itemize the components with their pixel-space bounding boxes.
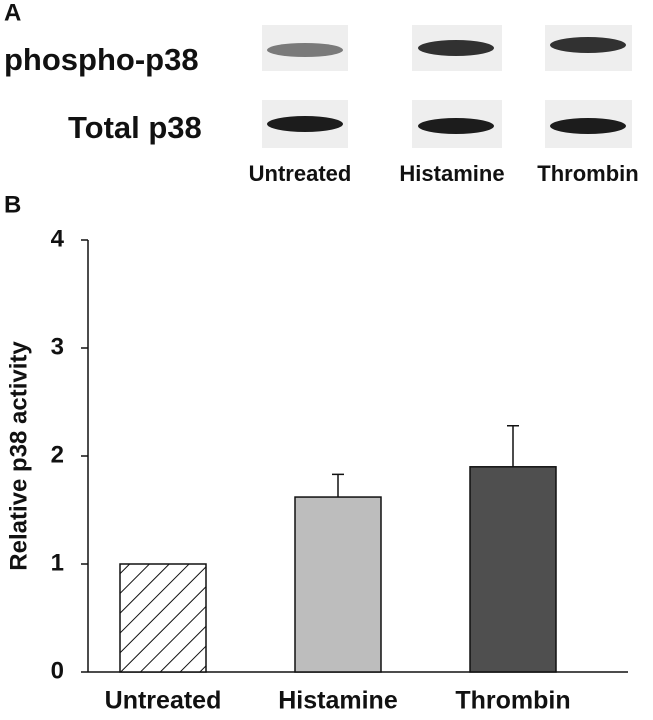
lane-label: Histamine [399, 161, 504, 186]
y-axis-title: Relative p38 activity [5, 341, 32, 571]
error-bar [332, 473, 344, 498]
y-tick-label: 1 [51, 549, 64, 576]
error-bar [507, 425, 519, 467]
bar [469, 466, 557, 673]
bar [294, 496, 382, 673]
x-tick-label: Thrombin [455, 687, 570, 715]
bar [119, 563, 207, 673]
y-tick-label: 2 [51, 441, 64, 468]
x-tick-label: Untreated [105, 687, 222, 715]
panel-label: B [4, 191, 21, 218]
panel-label: A [4, 0, 21, 26]
y-tick-label: 3 [51, 333, 64, 360]
lane-label: Untreated [249, 161, 352, 186]
blot-images [262, 25, 632, 148]
x-tick-label: Histamine [278, 687, 398, 715]
row-label: Total p38 [68, 110, 202, 145]
row-label: phospho-p38 [4, 42, 199, 77]
y-tick-label: 4 [51, 225, 65, 252]
lane-label: Thrombin [537, 161, 638, 186]
y-tick-label: 0 [51, 657, 64, 684]
